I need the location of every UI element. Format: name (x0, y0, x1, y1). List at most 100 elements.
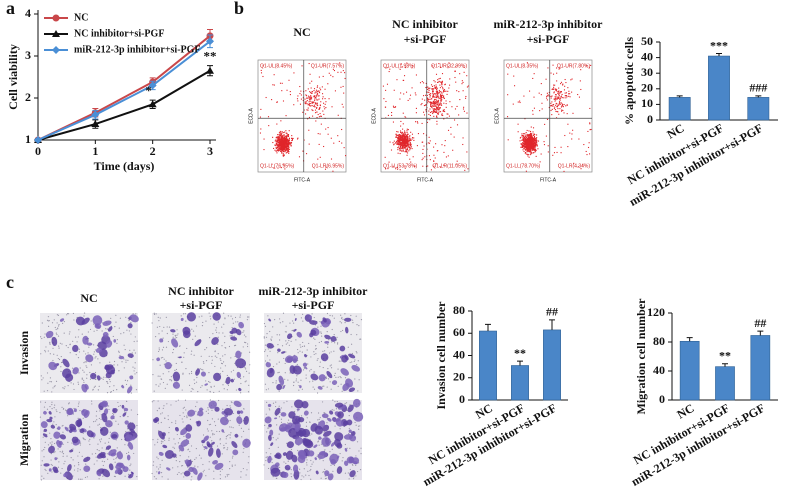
flow-dot (411, 67, 413, 69)
cell (84, 383, 89, 390)
pore (109, 361, 111, 363)
cell (286, 465, 290, 468)
pore (245, 380, 247, 382)
pore (351, 352, 354, 355)
flow-dot (279, 82, 282, 84)
flow-dot (553, 86, 555, 88)
pore (209, 337, 211, 339)
pore (49, 343, 51, 345)
flow-dot (385, 106, 387, 108)
cell (127, 441, 134, 450)
pore (268, 427, 270, 429)
pore (183, 406, 186, 408)
flow-dot (401, 145, 404, 147)
flow-dot (557, 97, 560, 99)
pore (131, 352, 133, 354)
pore (270, 339, 273, 341)
flow-dot (536, 139, 538, 141)
pore (77, 417, 79, 419)
pore (211, 430, 213, 432)
flow-dot (522, 135, 524, 137)
pore (49, 381, 51, 383)
flow-dot (288, 79, 290, 81)
flow-dot (399, 139, 401, 141)
flow-dot (406, 130, 408, 132)
pore (51, 464, 53, 466)
flow-y-label: ECD-A (248, 108, 254, 124)
pore (359, 469, 362, 471)
cell (330, 336, 337, 342)
flow-dot (525, 139, 527, 141)
pore (219, 439, 221, 441)
cell (69, 423, 77, 431)
pore (232, 412, 235, 415)
pore (322, 350, 324, 352)
flow-dot (285, 148, 287, 150)
flow-dot (564, 78, 566, 81)
pore (355, 464, 357, 466)
flow-dot (568, 93, 570, 95)
flow-dot (275, 147, 277, 149)
flow-dot (554, 109, 556, 111)
cell (333, 418, 336, 422)
pore (356, 324, 358, 326)
pore (222, 370, 224, 372)
pore (226, 389, 228, 391)
flow-dot (429, 119, 431, 121)
flow-dot (286, 150, 288, 152)
pore (229, 434, 231, 436)
pore (101, 460, 103, 462)
flow-dot (411, 148, 413, 150)
flow-dot (569, 132, 571, 134)
pore (46, 390, 49, 392)
flow-x-label: FITC-A (417, 177, 434, 183)
pore (114, 326, 116, 328)
flow-dot (527, 149, 529, 151)
pore (301, 351, 303, 353)
flow-dot (535, 137, 537, 139)
flow-dot (433, 165, 435, 167)
flow-dot (563, 112, 565, 114)
flow-dot (319, 106, 321, 109)
pore (316, 392, 319, 394)
pore (126, 380, 129, 382)
pore (320, 443, 323, 445)
cell (172, 371, 181, 382)
pore (324, 468, 326, 470)
flow-dot (546, 99, 548, 101)
cell (127, 353, 134, 358)
cell (345, 326, 349, 334)
flow-dot (524, 137, 526, 139)
flow-dot (408, 144, 410, 146)
pore (183, 476, 185, 478)
flow-dot (588, 67, 590, 69)
quadrant-label: Q1-LR(6.95%) (312, 163, 345, 169)
flow-dot (283, 154, 285, 156)
pore (73, 465, 76, 467)
pore (218, 390, 220, 392)
pore (319, 320, 321, 323)
flow-dot (259, 116, 262, 118)
cell (127, 323, 133, 329)
flow-dot (317, 99, 319, 101)
pore (354, 421, 356, 424)
flow-dot (439, 93, 442, 95)
flow-dot (403, 138, 406, 140)
pore (308, 342, 310, 345)
pore (220, 359, 222, 361)
pore (156, 410, 158, 412)
flow-dot (528, 143, 530, 145)
pore (334, 342, 336, 344)
pore (201, 368, 203, 371)
pore (51, 322, 54, 324)
cell (121, 404, 125, 409)
flow-dot (456, 124, 459, 126)
pore (326, 386, 328, 388)
flow-dot (523, 145, 525, 147)
pore (344, 402, 346, 405)
pore (67, 441, 69, 443)
pore (295, 380, 297, 382)
pore (56, 322, 58, 324)
flow-dot (319, 156, 321, 158)
pore (298, 389, 300, 391)
